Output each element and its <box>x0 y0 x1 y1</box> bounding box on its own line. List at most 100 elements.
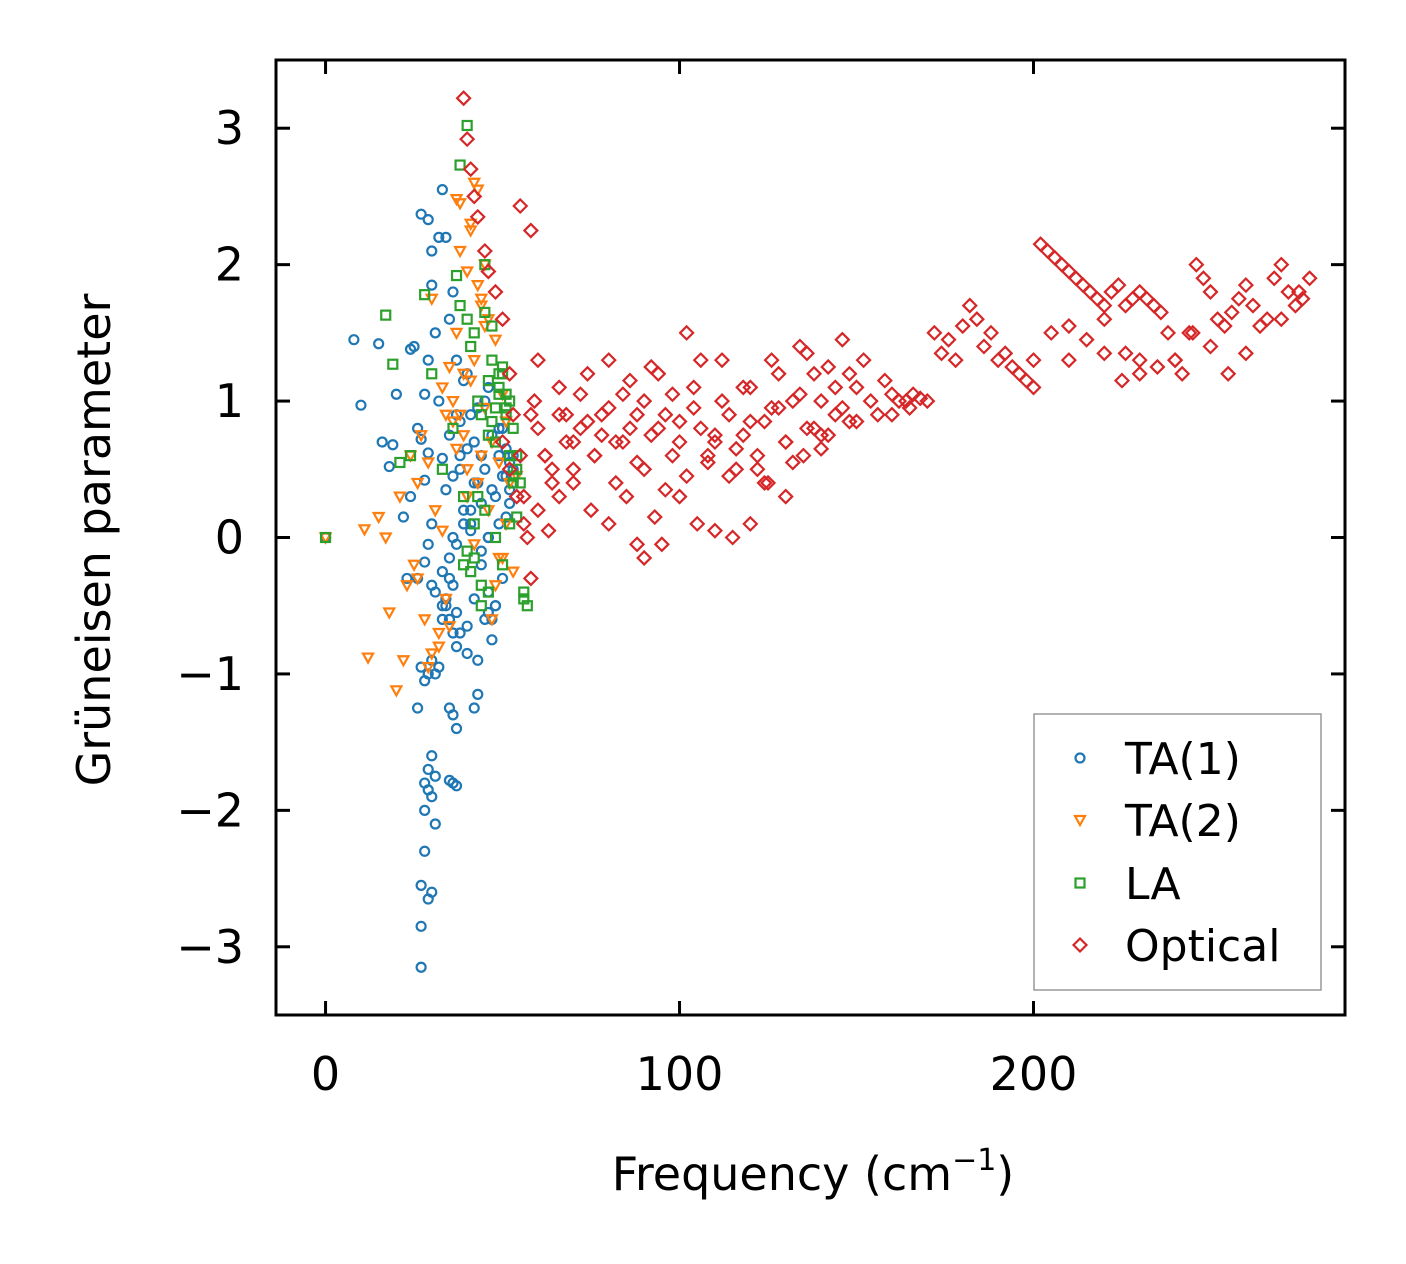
data-point <box>436 452 448 464</box>
data-point <box>862 393 879 410</box>
data-point <box>463 375 478 388</box>
data-point <box>784 454 801 471</box>
data-point <box>724 529 741 546</box>
data-point <box>424 648 439 661</box>
data-point <box>1096 345 1113 362</box>
data-point <box>650 420 667 437</box>
y-axis-label: Grüneisen parameter <box>67 293 121 786</box>
data-point <box>450 538 463 550</box>
data-point <box>621 372 639 389</box>
data-point <box>453 245 467 259</box>
data-point <box>519 529 536 546</box>
data-point <box>376 436 388 448</box>
data-point <box>1152 304 1169 321</box>
data-point <box>472 654 484 666</box>
data-point <box>469 208 486 225</box>
data-point <box>558 433 575 451</box>
data-point <box>446 395 460 409</box>
data-point <box>442 621 457 634</box>
data-point <box>496 559 509 571</box>
data-point <box>479 395 491 407</box>
data-point <box>678 324 695 341</box>
data-point <box>454 159 466 171</box>
data-point <box>495 552 510 566</box>
data-point <box>1266 270 1283 287</box>
data-point <box>463 218 478 231</box>
data-point <box>919 393 936 410</box>
data-point <box>461 119 473 132</box>
data-point <box>401 572 413 585</box>
data-point <box>474 450 489 463</box>
data-point <box>607 474 624 491</box>
data-point <box>482 531 494 544</box>
data-point <box>798 345 816 362</box>
data-point <box>422 354 434 366</box>
data-point <box>466 188 483 205</box>
data-point <box>348 334 360 346</box>
data-point <box>1149 358 1166 376</box>
data-point <box>636 461 653 478</box>
data-point <box>357 524 372 537</box>
data-point <box>1259 311 1276 328</box>
data-point <box>494 311 511 328</box>
data-point <box>443 552 456 564</box>
data-point <box>422 763 434 776</box>
data-point <box>475 559 487 571</box>
data-point <box>449 327 464 341</box>
data-point <box>1110 277 1127 294</box>
data-point <box>470 477 485 491</box>
data-point <box>458 518 470 530</box>
data-point <box>933 345 950 362</box>
data-point <box>456 368 471 382</box>
data-point <box>472 490 484 503</box>
data-point <box>477 402 492 416</box>
data-point <box>1216 317 1233 335</box>
data-point <box>713 352 731 369</box>
data-point <box>926 324 943 341</box>
data-point <box>512 447 529 464</box>
x-axis-label-main: Frequency (cm <box>612 1147 952 1201</box>
data-point <box>450 641 463 653</box>
data-point <box>447 579 459 591</box>
data-point <box>1174 365 1191 382</box>
data-point <box>468 552 480 564</box>
data-point <box>465 409 477 421</box>
data-point <box>443 613 456 625</box>
data-point <box>529 420 546 437</box>
data-point <box>1188 256 1205 273</box>
data-point <box>415 208 427 220</box>
data-point <box>394 456 406 469</box>
data-point <box>1273 311 1290 328</box>
y-tick-label: 0 <box>215 511 244 565</box>
data-point <box>551 379 568 396</box>
data-point <box>706 433 723 451</box>
data-point <box>504 497 516 509</box>
data-point <box>1273 256 1290 273</box>
data-point <box>447 627 459 639</box>
data-point <box>770 399 787 416</box>
data-point <box>685 399 702 416</box>
data-point <box>458 559 470 571</box>
data-point <box>489 436 502 448</box>
data-point <box>419 289 431 301</box>
data-point <box>876 372 893 389</box>
legend-marker <box>1073 814 1087 828</box>
data-point <box>1280 283 1297 300</box>
data-point <box>699 447 716 464</box>
data-point <box>426 368 438 380</box>
data-point <box>475 579 487 591</box>
x-axis-label-superscript: −1 <box>952 1143 996 1178</box>
data-point <box>422 214 434 226</box>
legend-label-optical: Optical <box>1125 921 1280 972</box>
data-point <box>777 433 794 451</box>
data-point <box>508 488 525 505</box>
plot-frame <box>274 58 1347 1017</box>
data-point <box>404 490 417 503</box>
data-point <box>671 433 688 451</box>
data-point <box>1025 352 1042 369</box>
data-point <box>396 655 411 668</box>
data-point <box>436 184 448 196</box>
data-point <box>461 545 473 557</box>
data-point <box>487 283 504 300</box>
